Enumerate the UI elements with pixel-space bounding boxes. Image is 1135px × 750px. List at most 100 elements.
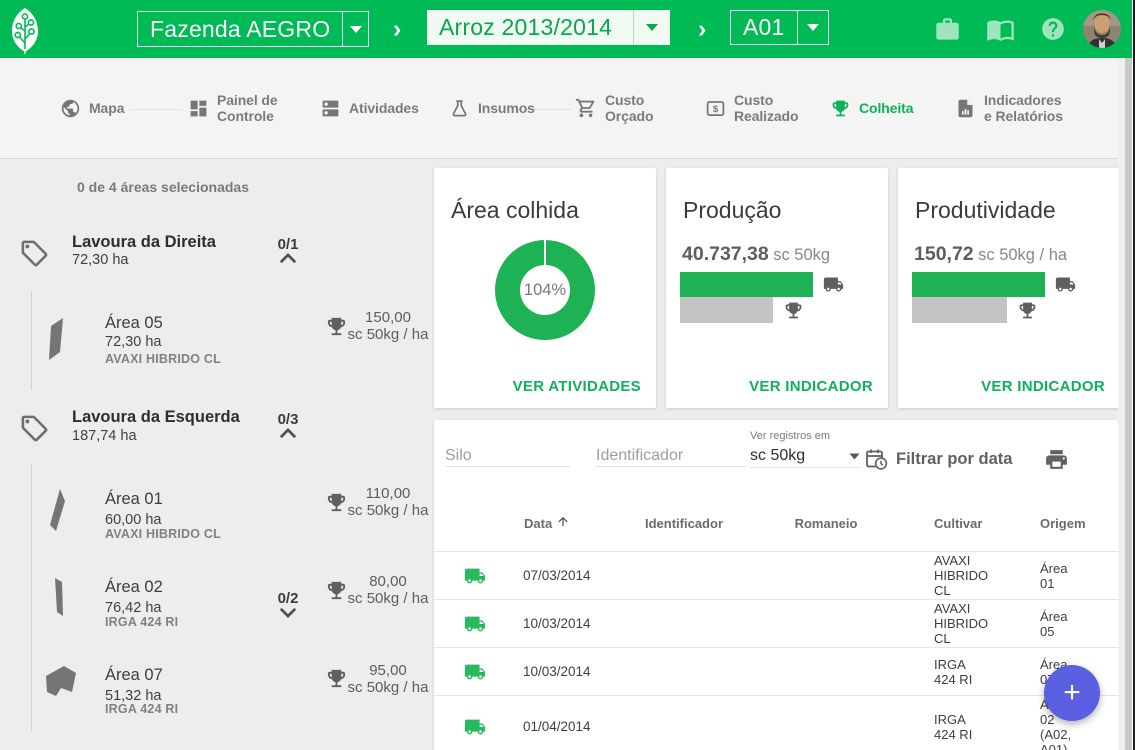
tab-label: Mapa (89, 100, 125, 116)
harvested-donut-chart: 104% (495, 240, 595, 340)
farm-selector[interactable]: Fazenda AEGRO (137, 11, 369, 47)
breadcrumb-separator-2: › (698, 14, 707, 43)
truck-icon (464, 719, 486, 734)
chevron-up-icon (279, 428, 297, 439)
tab-label: Custo Realizado (734, 92, 799, 124)
area-shape-icon (50, 489, 65, 531)
help-icon (1042, 18, 1064, 40)
trophy-icon (327, 317, 346, 336)
records-table-card: Ver registros em sc 50kg Filtrar por dat… (434, 420, 1118, 750)
table-row[interactable]: 01/04/2014 IRGA 424 RI Área 02 (A02, A01… (434, 696, 1118, 750)
area-size: 60,00 ha (105, 512, 162, 528)
print-button[interactable] (1044, 447, 1069, 477)
column-header-identificador[interactable]: Identificador (644, 516, 724, 531)
tab-label: Painel de Controle (217, 92, 278, 124)
add-record-fab[interactable]: + (1044, 665, 1100, 721)
area-productivity: 110,00 sc 50kg / ha (333, 485, 443, 519)
trophy-icon (327, 669, 346, 688)
chevron-down-icon (349, 25, 362, 33)
expand-area-button[interactable] (268, 605, 308, 620)
cell-origem: Área 01 (1040, 560, 1068, 591)
table-row[interactable]: 10/03/2014 IRGA 424 RI Área 07 (434, 648, 1118, 696)
briefcase-button[interactable] (934, 16, 961, 43)
donut-gap-marker (544, 240, 546, 266)
ver-atividades-link[interactable]: VER ATIVIDADES (512, 378, 641, 395)
manual-button[interactable] (986, 15, 1015, 44)
tab-mapa[interactable]: Mapa (60, 58, 124, 158)
tab-insumos[interactable]: Insumos (449, 58, 535, 158)
user-avatar[interactable] (1083, 10, 1121, 48)
production-unit: sc 50kg (773, 246, 831, 264)
cell-data: 10/03/2014 (523, 616, 591, 631)
area-size: 72,30 ha (105, 334, 162, 350)
book-icon (987, 20, 1014, 41)
season-selector-caret[interactable] (633, 10, 670, 45)
productivity-unit: sc 50kg / ha (347, 678, 429, 696)
flask-icon (452, 99, 467, 117)
production-target-bar (680, 297, 773, 323)
tab-indicadores-e-relatorios[interactable]: Indicadores e Relatórios (955, 58, 1068, 158)
tab-label: Atividades (349, 100, 419, 116)
selection-summary: 0 de 4 áreas selecionadas (77, 179, 249, 195)
productivity-unit: sc 50kg / ha (978, 246, 1068, 264)
breadcrumb-separator: › (393, 14, 402, 43)
cell-data: 07/03/2014 (523, 568, 591, 583)
chevron-down-icon (849, 453, 860, 459)
identifier-input[interactable] (596, 448, 747, 467)
printer-icon (1046, 450, 1067, 469)
group-selected-count: 0/3 (277, 411, 299, 428)
productivity-actual-bar (912, 272, 1045, 297)
aegro-logo-icon[interactable] (11, 7, 39, 54)
ver-indicador-link[interactable]: VER INDICADOR (981, 378, 1105, 395)
scrollbar-thumb[interactable] (1125, 58, 1132, 750)
trophy-icon (327, 581, 346, 600)
productivity-target-bar (912, 297, 1007, 323)
productivity-unit: sc 50kg / ha (347, 589, 429, 607)
group-name[interactable]: Lavoura da Direita (72, 233, 216, 251)
area-name[interactable]: Área 02 (105, 578, 163, 596)
tab-painel-de-controle[interactable]: Painel de Controle (188, 58, 283, 158)
collapse-group-button[interactable] (268, 426, 308, 441)
chevron-up-icon (279, 253, 297, 264)
area-name[interactable]: Área 07 (105, 666, 163, 684)
area-name[interactable]: Área 01 (105, 490, 163, 508)
table-row[interactable]: 10/03/2014 AVAXI HIBRIDO CL Área 05 (434, 600, 1118, 648)
column-header-data[interactable]: Data (524, 516, 553, 531)
cell-origem: Área 05 (1040, 608, 1068, 639)
area-shape-icon (46, 666, 76, 696)
harvested-percent: 104% (523, 280, 567, 299)
report-icon (958, 99, 973, 117)
tab-colheita[interactable]: Colheita (830, 58, 914, 158)
group-name[interactable]: Lavoura da Esquerda (72, 408, 240, 426)
cart-icon (575, 98, 595, 118)
field-selector[interactable]: A01 (730, 10, 829, 45)
help-button[interactable] (1040, 16, 1066, 42)
view-records-select[interactable]: Ver registros em sc 50kg (750, 430, 860, 468)
column-header-origem[interactable]: Origem (1040, 516, 1086, 531)
truck-icon (1055, 277, 1076, 292)
tab-custo-realizado[interactable]: $ Custo Realizado (705, 58, 804, 158)
collapse-group-button[interactable] (268, 251, 308, 266)
sort-ascending-icon[interactable] (556, 514, 570, 529)
card-area-colhida: Área colhida 104% VER ATIVIDADES (434, 168, 656, 408)
tab-custo-orcado[interactable]: Custo Orçado (575, 58, 665, 158)
season-selector[interactable]: Arroz 2013/2014 (427, 10, 670, 45)
area-shape-icon (55, 578, 63, 616)
column-header-romaneio[interactable]: Romaneio (794, 516, 858, 531)
area-cultivar: AVAXI HIBRIDO CL (105, 352, 221, 366)
tab-atividades[interactable]: Atividades (320, 58, 419, 158)
area-name[interactable]: Área 05 (105, 314, 163, 332)
table-row[interactable]: 07/03/2014 AVAXI HIBRIDO CL Área 01 (434, 552, 1118, 600)
cell-cultivar: IRGA 424 RI (934, 656, 973, 687)
card-producao: Produção 40.737,38 sc 50kg VER INDICADOR (666, 168, 888, 408)
filter-by-date-button[interactable]: Filtrar por data (864, 447, 1012, 471)
area-cultivar: IRGA 424 RI (105, 615, 179, 629)
silo-input[interactable] (445, 448, 570, 467)
column-header-cultivar[interactable]: Cultivar (934, 516, 983, 531)
farm-selector-caret[interactable] (342, 12, 368, 46)
field-selector-caret[interactable] (796, 11, 828, 44)
ver-indicador-link[interactable]: VER INDICADOR (749, 378, 873, 395)
card-title: Área colhida (451, 197, 579, 223)
table-header-divider (434, 551, 1118, 552)
